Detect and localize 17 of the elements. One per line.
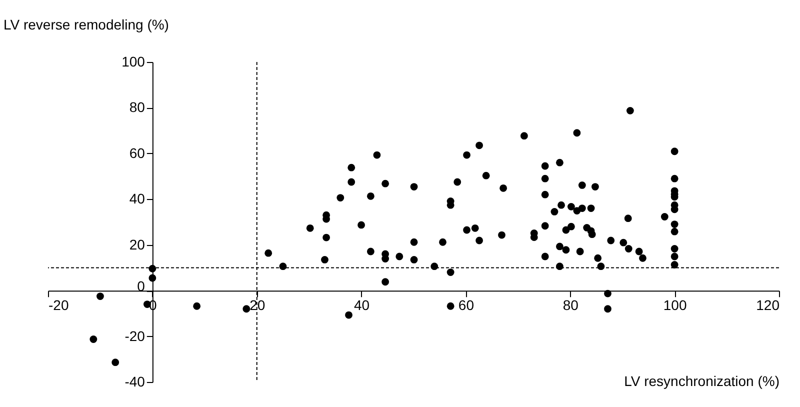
y-tick-label: 100 (122, 54, 146, 70)
x-tick-label: -20 (48, 297, 69, 314)
y-tick-label: 20 (129, 236, 146, 252)
y-axis-title: LV reverse remodeling (%) (4, 16, 169, 32)
x-tick-label: 40 (354, 297, 370, 314)
x-tick-label: 20 (250, 297, 266, 314)
y-tick-label: 40 (129, 190, 146, 207)
y-tick-label: -40 (124, 374, 146, 390)
y-tick-label: 60 (129, 144, 146, 161)
x-tick-label: 80 (562, 297, 579, 314)
x-tick-label: 60 (458, 297, 474, 314)
x-tick-label: 120 (756, 297, 780, 314)
y-tick-label: 0 (137, 278, 146, 294)
x-tick-label: 100 (663, 297, 687, 314)
y-tick-label: -20 (124, 328, 146, 344)
x-axis-title: LV resynchronization (%) (624, 373, 780, 390)
y-tick-label: 80 (129, 99, 146, 116)
